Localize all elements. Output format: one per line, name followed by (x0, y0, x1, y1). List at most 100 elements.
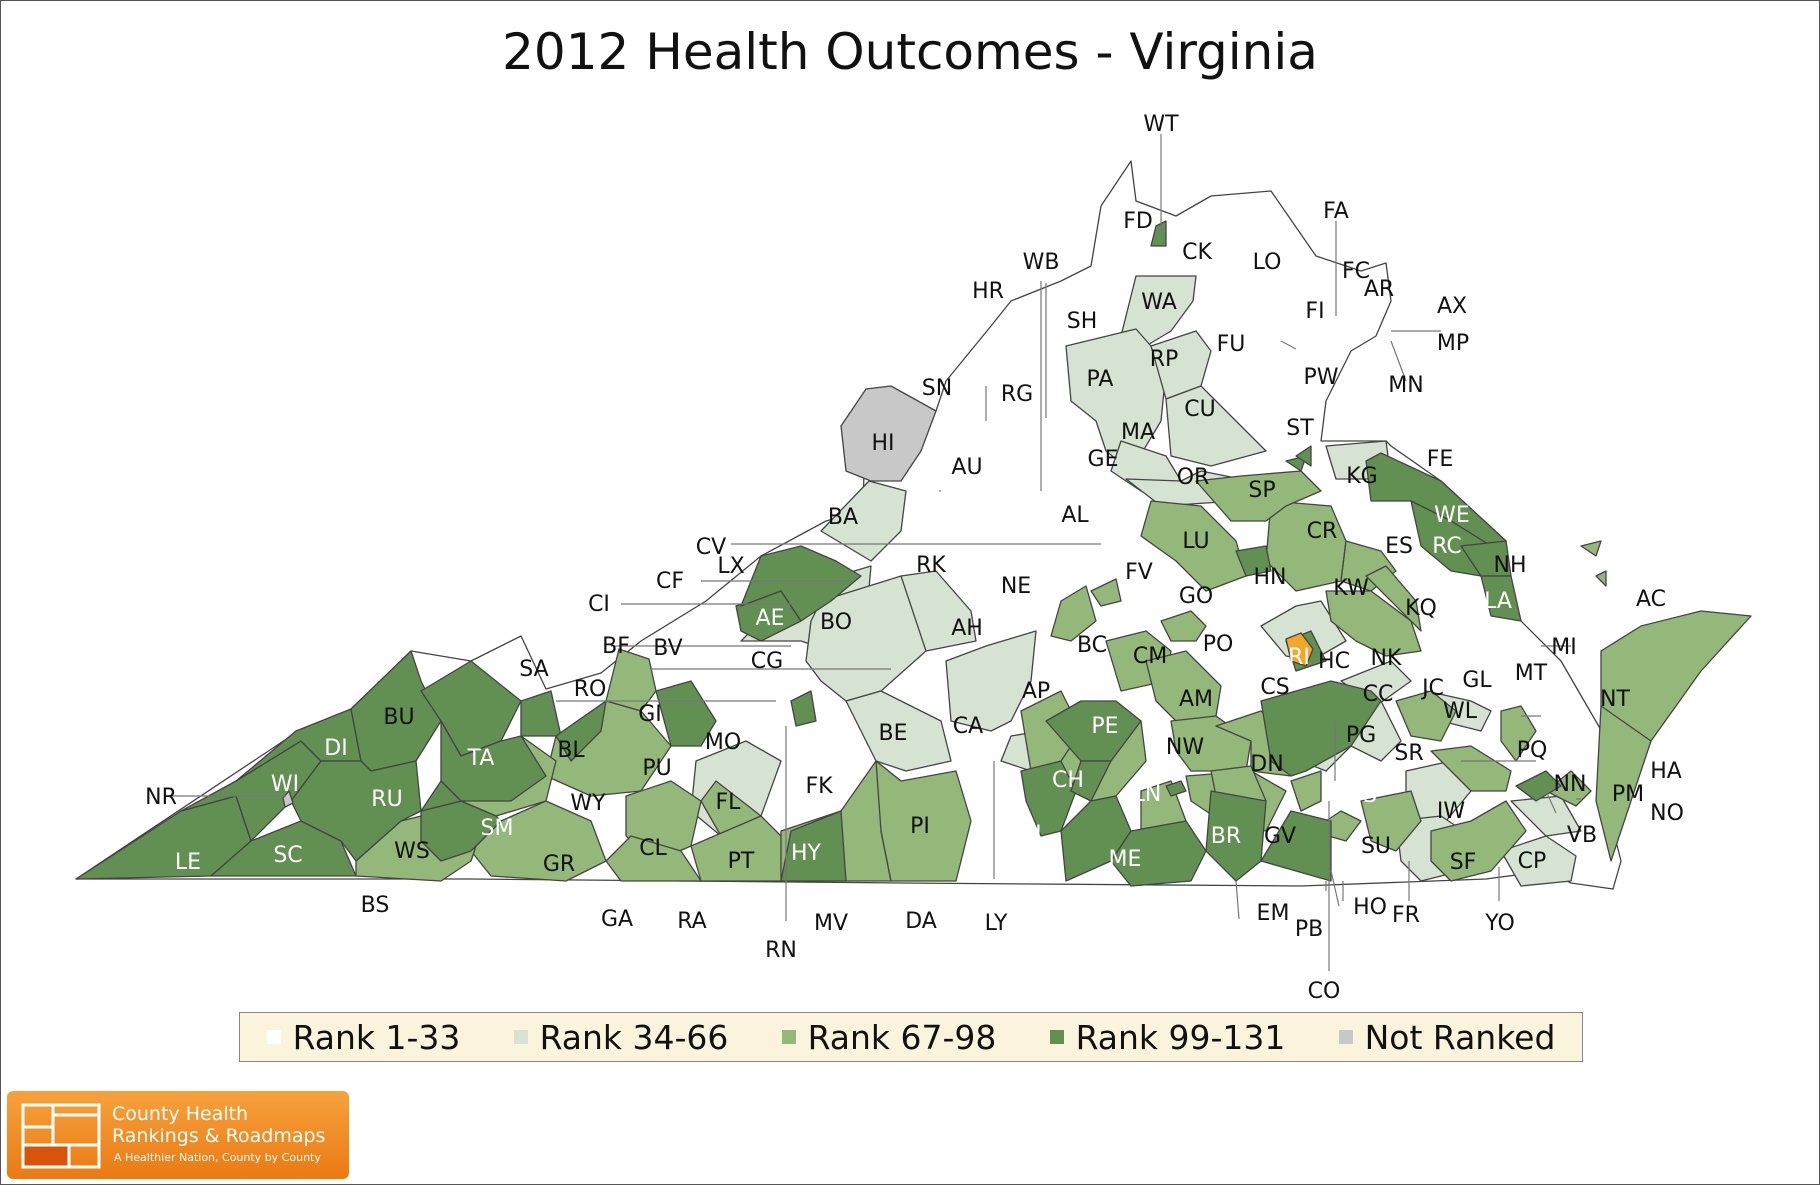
county-label: FU (1217, 332, 1246, 357)
legend-item-rank-34-66: Rank 34-66 (513, 1017, 729, 1057)
county-label: HC (1318, 649, 1350, 674)
county-label: CM (1133, 644, 1167, 669)
county-label: NT (1600, 687, 1630, 712)
legend-label: Rank 99-131 (1075, 1017, 1286, 1057)
county-label: OR (1177, 465, 1210, 490)
county-label: NE (1001, 574, 1031, 599)
county-label: GI (638, 702, 662, 727)
county-label: FE (1427, 447, 1454, 472)
county-label: HL (1019, 822, 1049, 847)
county-label: AM (1179, 687, 1213, 712)
county-label: LU (1182, 529, 1209, 554)
county-label: SN (922, 376, 952, 401)
county-label: BR (1211, 824, 1241, 849)
county-health-rankings-logo: County Health Rankings & Roadmaps A Heal… (7, 1091, 349, 1179)
county-label: WL (1443, 699, 1478, 724)
county-label: GA (601, 907, 633, 932)
county-label: KQ (1405, 596, 1437, 621)
county-label: RC (1432, 534, 1462, 559)
county-label: CP (1518, 849, 1547, 874)
county-label: WS (394, 839, 430, 864)
county-label: RU (371, 787, 402, 812)
county-label: RG (1001, 382, 1033, 407)
county-label: RK (916, 553, 946, 578)
county-label: SF (1450, 850, 1477, 875)
county-label: KG (1346, 464, 1377, 489)
county-label: CR (1307, 519, 1338, 544)
county-label: LN (1133, 782, 1162, 807)
county-label: HI (871, 431, 894, 456)
county-label: SR (1394, 741, 1423, 766)
county-label: JC (1420, 676, 1444, 701)
legend-label: Rank 34-66 (539, 1017, 729, 1057)
county-label: SM (481, 816, 514, 841)
county-label: HR (972, 279, 1004, 304)
county-label: SA (519, 657, 548, 682)
county-label: BV (653, 636, 682, 661)
map-title: 2012 Health Outcomes - Virginia (502, 23, 1318, 81)
county-label: WI (271, 772, 299, 797)
county-label: EM (1257, 901, 1290, 926)
county-label: GO (1179, 584, 1213, 609)
county-label: PO (1203, 632, 1234, 657)
county-label: BS (361, 893, 390, 918)
county-label: WB (1023, 250, 1060, 275)
county-label: CL (639, 836, 667, 861)
county-norton (282, 790, 294, 808)
county-label: BE (879, 721, 908, 746)
county-label: FI (1305, 299, 1324, 324)
county-label: AX (1437, 294, 1467, 319)
county-label: BO (820, 610, 852, 635)
county-label: AL (1061, 503, 1089, 528)
county-label: FD (1123, 209, 1153, 234)
legend-item-rank-99-131: Rank 99-131 (1049, 1017, 1286, 1057)
logo-title-line1: County Health (112, 1103, 249, 1125)
legend-item-rank-1-33: Rank 1-33 (266, 1017, 461, 1057)
logo-title-line2: Rankings & Roadmaps (112, 1125, 326, 1147)
county-label: PG (1346, 723, 1376, 748)
county-richmond-highlight (1285, 632, 1314, 667)
county-label: CH (1052, 768, 1084, 793)
county-highland-not-ranked (840, 385, 937, 482)
county-label: BF (602, 634, 630, 659)
county-label: NO (1650, 801, 1684, 826)
county-label: FR (1392, 903, 1420, 928)
leader-lines (166, 134, 1581, 971)
map-legend: Rank 1-33 Rank 34-66 Rank 67-98 Rank 99-… (239, 1012, 1583, 1062)
county-label: PW (1303, 365, 1338, 390)
county-label: WE (1434, 503, 1470, 528)
county-label: PU (642, 756, 671, 781)
county-label: DN (1250, 752, 1283, 777)
county-label: FA (1323, 199, 1349, 224)
county-label: RN (765, 938, 797, 963)
county-label: PT (728, 849, 755, 874)
county-label: MN (1388, 373, 1423, 398)
county-label: PQ (1517, 738, 1548, 763)
county-label: MO (705, 730, 741, 755)
county-label: CA (953, 714, 983, 739)
county-label: GR (543, 852, 575, 877)
county-label: LO (1253, 250, 1282, 275)
logo-tagline: A Healthier Nation, County by County (114, 1151, 321, 1164)
county-label: SU (1361, 834, 1391, 859)
county-label: AC (1636, 587, 1666, 612)
county-label: NR (145, 785, 177, 810)
county-label: PM (1612, 782, 1644, 807)
county-label: CF (656, 569, 684, 594)
county-label: BL (557, 738, 585, 763)
county-label: CU (1184, 397, 1215, 422)
county-label: FV (1125, 560, 1153, 585)
county-label: WA (1141, 290, 1177, 315)
county-label: MP (1437, 331, 1469, 356)
county-label: DA (905, 909, 937, 934)
county-label: NW (1166, 735, 1204, 760)
county-label: BU (383, 705, 414, 730)
county-label: GE (1088, 447, 1119, 472)
county-label: PI (910, 814, 930, 839)
county-label: YO (1484, 911, 1515, 936)
legend-label: Rank 1-33 (292, 1017, 461, 1057)
county-label: NK (1371, 646, 1402, 671)
legend-swatch (1338, 1030, 1353, 1044)
county-label: CI (588, 592, 610, 617)
legend-swatch (266, 1030, 281, 1044)
